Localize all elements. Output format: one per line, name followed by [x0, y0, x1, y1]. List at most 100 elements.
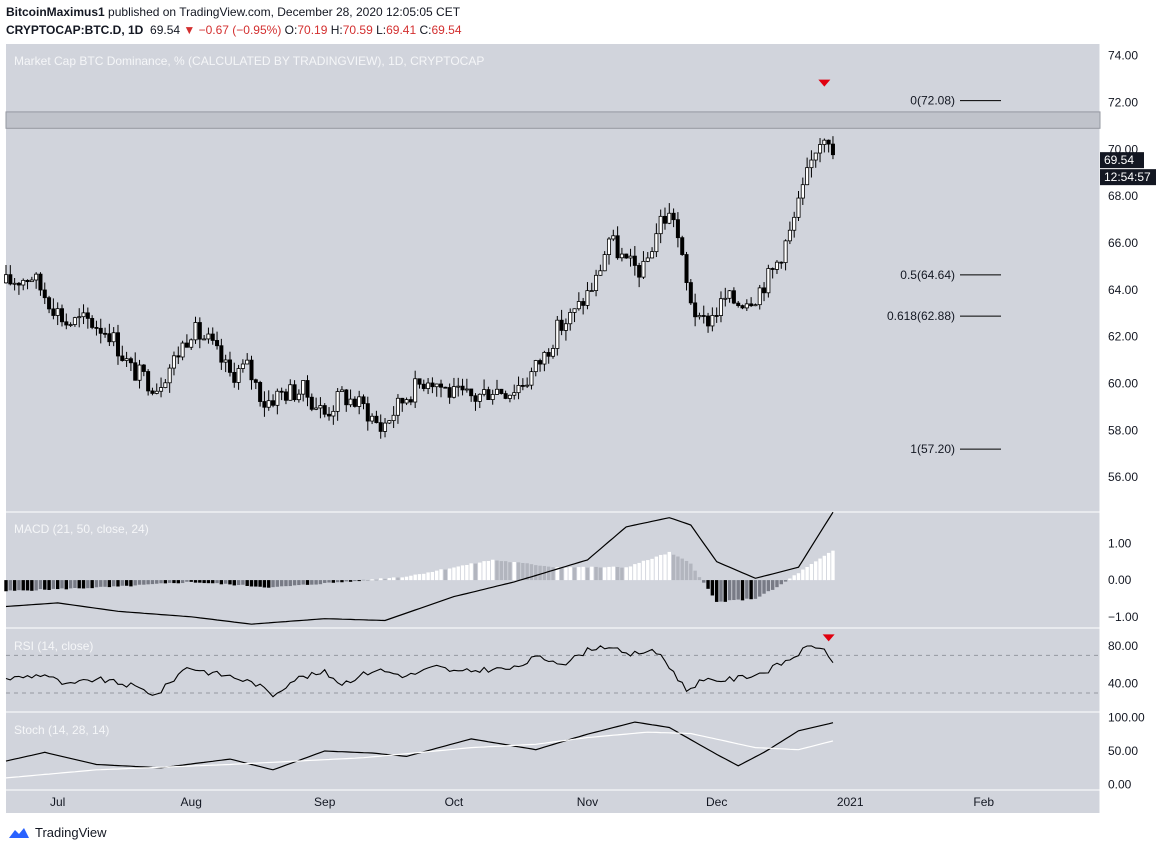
- macd-histogram-bar: [159, 580, 163, 584]
- candle-body: [210, 333, 215, 341]
- candle-body: [150, 390, 155, 394]
- macd-histogram-bar: [460, 565, 465, 581]
- stoch-y-tick-label: 100.00: [1108, 710, 1145, 724]
- macd-histogram-bar: [318, 580, 323, 585]
- macd-histogram-bar: [607, 566, 611, 581]
- macd-histogram-bar: [594, 566, 598, 581]
- macd-histogram-bar: [564, 567, 568, 581]
- countdown-tag-label: 12:54:57: [1104, 170, 1151, 184]
- macd-histogram-bar: [822, 555, 827, 581]
- candle-body: [107, 333, 112, 343]
- author-name[interactable]: BitcoinMaximus1: [6, 5, 105, 19]
- macd-histogram-bar: [633, 564, 637, 581]
- tradingview-logo[interactable]: TradingView: [8, 825, 107, 840]
- candle-body: [25, 279, 30, 283]
- macd-histogram-bar: [262, 580, 267, 588]
- macd-histogram-bar: [624, 567, 628, 581]
- candle-body: [693, 302, 698, 318]
- candle-body: [365, 403, 370, 422]
- macd-histogram-bar: [516, 562, 521, 581]
- macd-histogram-bar: [228, 580, 232, 585]
- macd-histogram-bar: [34, 580, 38, 591]
- macd-histogram-bar: [611, 566, 615, 581]
- macd-histogram-bar: [775, 580, 779, 588]
- macd-histogram-bar: [749, 580, 753, 600]
- candle-body: [383, 422, 388, 432]
- candle-body: [533, 360, 538, 373]
- macd-histogram-bar: [387, 578, 392, 581]
- macd-histogram-bar: [73, 580, 77, 588]
- candle-body: [516, 385, 521, 394]
- macd-histogram-bar: [90, 580, 94, 589]
- macd-histogram-bar: [331, 580, 336, 583]
- macd-histogram-bar: [572, 567, 577, 581]
- macd-histogram-bar: [25, 580, 30, 591]
- macd-histogram-bar: [809, 564, 814, 581]
- candle-body: [714, 315, 719, 317]
- candle-body: [555, 319, 560, 349]
- candle-body: [223, 359, 228, 363]
- candle-body: [206, 333, 211, 340]
- candle-body: [146, 371, 151, 392]
- macd-histogram-bar: [525, 563, 529, 581]
- candle-body: [202, 338, 207, 341]
- candle-body: [542, 352, 547, 365]
- macd-histogram-bar: [770, 580, 775, 590]
- candle-body: [227, 359, 232, 373]
- macd-histogram-bar: [680, 558, 684, 581]
- candle-body: [55, 308, 60, 316]
- macd-histogram-bar: [142, 580, 146, 585]
- candle-body: [606, 238, 611, 255]
- macd-histogram-bar: [30, 580, 34, 591]
- macd-histogram-bar: [107, 580, 112, 588]
- macd-histogram-bar: [568, 567, 572, 581]
- candle-body: [503, 393, 508, 399]
- rsi-title: RSI (14, close): [14, 639, 93, 653]
- candle-body: [133, 362, 138, 381]
- macd-histogram-bar: [215, 580, 219, 584]
- main-y-tick-label: 62.00: [1108, 330, 1138, 344]
- candle-body: [408, 399, 413, 403]
- main-y-tick-label: 60.00: [1108, 377, 1138, 391]
- fib-level-label: 1(57.20): [910, 442, 955, 456]
- macd-histogram-bar: [391, 577, 396, 581]
- candle-body: [94, 327, 99, 329]
- candle-body: [667, 212, 672, 224]
- candle-body: [331, 410, 336, 417]
- macd-histogram-bar: [641, 560, 646, 581]
- macd-line: [5, 511, 834, 625]
- candle-body: [245, 359, 250, 365]
- macd-histogram-bar: [585, 567, 590, 581]
- candle-body: [697, 315, 702, 318]
- candle-body: [339, 389, 344, 392]
- candle-body: [249, 359, 254, 381]
- rsi-line: [5, 645, 834, 698]
- last-price-tag: [1100, 152, 1144, 169]
- candle-body: [710, 315, 715, 327]
- candle-body: [176, 355, 181, 358]
- candle-body: [671, 212, 676, 221]
- candle-body: [645, 257, 650, 262]
- symbol-label: CRYPTOCAP:BTC.D, 1D: [6, 23, 144, 37]
- candle-body: [443, 386, 448, 389]
- candle-body: [783, 240, 788, 264]
- candle-body: [417, 378, 422, 385]
- candle-body: [658, 215, 663, 235]
- candle-body: [327, 413, 332, 417]
- candle-body: [219, 345, 224, 363]
- candle-body: [800, 184, 805, 199]
- candle-body: [426, 382, 431, 389]
- candle-body: [594, 274, 599, 291]
- macd-histogram-bar: [275, 580, 280, 587]
- candle-body: [296, 393, 301, 401]
- candle-body: [538, 360, 543, 365]
- macd-histogram-bar: [292, 580, 297, 586]
- macd-histogram-bar: [271, 580, 275, 588]
- price-change: ▼ −0.67 (−0.95%): [183, 23, 282, 37]
- macd-histogram-bar: [167, 580, 172, 583]
- candle-body: [809, 159, 814, 169]
- macd-histogram-bar: [64, 580, 68, 590]
- macd-histogram-bar: [150, 580, 155, 585]
- candle-body: [680, 237, 685, 255]
